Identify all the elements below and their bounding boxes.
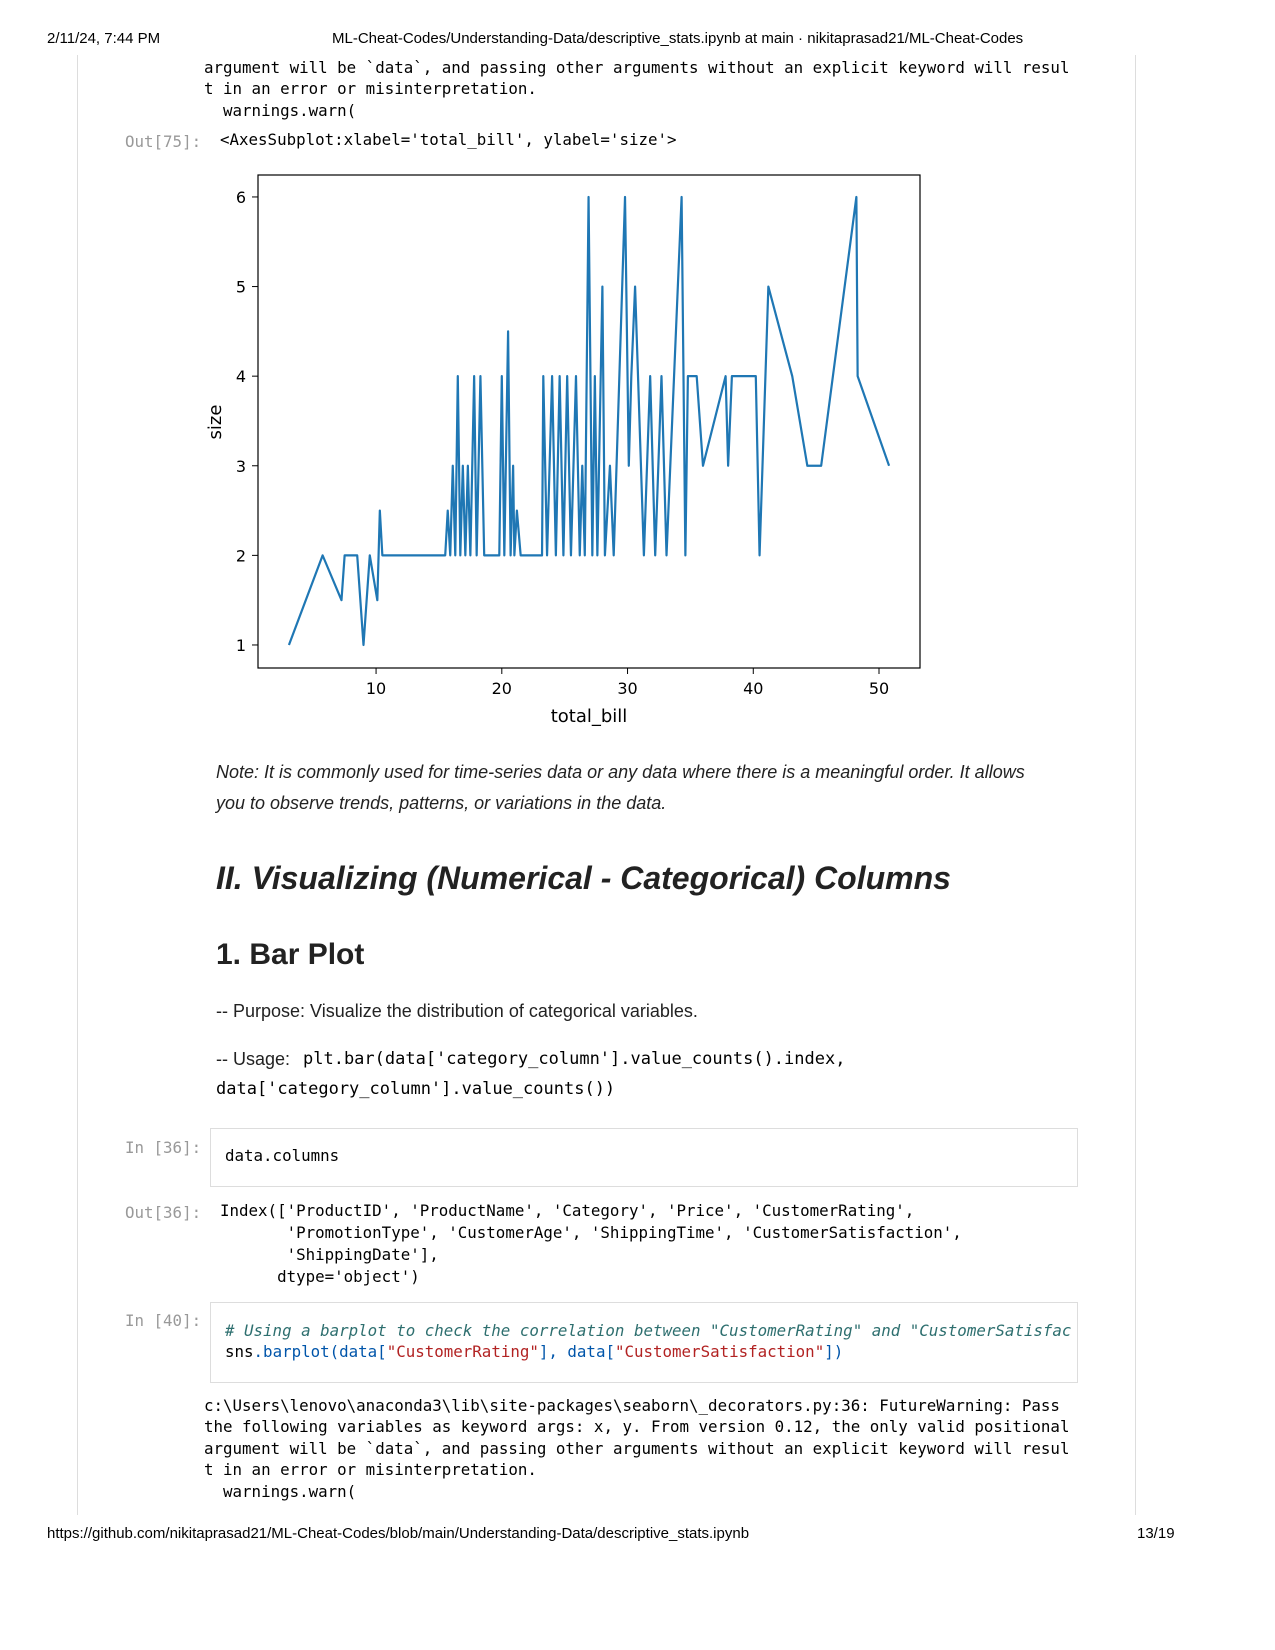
stderr-line: argument will be `data`, and passing oth… xyxy=(204,58,1070,77)
inline-code: data['category_column'].value_counts()) xyxy=(216,1079,616,1099)
border xyxy=(77,55,78,1515)
in-prompt: In [40]: xyxy=(125,1311,202,1330)
stderr-line: t in an error or misinterpretation. xyxy=(204,79,537,98)
heading: 1. Bar Plot xyxy=(216,938,365,971)
y-tick-label: 4 xyxy=(236,367,246,386)
code-cell[interactable]: # Using a barplot to check the correlati… xyxy=(210,1302,1078,1383)
out-prompt: Out[75]: xyxy=(125,132,202,151)
inline-code: plt.bar(data['category_column'].value_co… xyxy=(303,1049,846,1069)
code-token: "CustomerRating" xyxy=(386,1342,539,1361)
stderr-line: warnings.warn( xyxy=(204,101,357,120)
page-number: 13/19 xyxy=(1137,1525,1175,1542)
x-tick-label: 40 xyxy=(743,679,763,698)
x-axis-label: total_bill xyxy=(551,706,628,727)
y-axis-label: size xyxy=(205,405,226,440)
stderr-line: warnings.warn( xyxy=(204,1482,357,1501)
data-line xyxy=(287,195,891,647)
y-tick-label: 5 xyxy=(236,278,246,297)
in-prompt: In [36]: xyxy=(125,1138,202,1157)
code-token: ]) xyxy=(824,1342,844,1361)
output: 'PromotionType', 'CustomerAge', 'Shippin… xyxy=(220,1223,962,1242)
note: Note: It is commonly used for time-serie… xyxy=(216,762,1025,782)
code-token: .barplot(data[ xyxy=(253,1342,387,1361)
code: data.columns xyxy=(225,1146,340,1165)
y-tick-label: 3 xyxy=(236,457,246,476)
output: <AxesSubplot:xlabel='total_bill', ylabel… xyxy=(220,130,677,149)
stderr-line: t in an error or misinterpretation. xyxy=(204,1460,537,1479)
x-tick-label: 50 xyxy=(869,679,889,698)
y-tick-label: 6 xyxy=(236,188,246,207)
x-tick-label: 10 xyxy=(366,679,386,698)
code-token: "CustomerSatisfaction" xyxy=(614,1342,825,1361)
print-url: https://github.com/nikitaprasad21/ML-Che… xyxy=(47,1525,750,1542)
stderr-line: c:\Users\lenovo\anaconda3\lib\site-packa… xyxy=(204,1396,1060,1415)
code-comment: # Using a barplot to check the correlati… xyxy=(225,1321,1072,1340)
stderr-line: the following variables as keyword args:… xyxy=(204,1417,1070,1436)
paragraph: -- Purpose: Visualize the distribution o… xyxy=(216,1001,698,1021)
stderr-line: argument will be `data`, and passing oth… xyxy=(204,1439,1070,1458)
y-tick-label: 2 xyxy=(236,546,246,565)
code-token: ], data[ xyxy=(538,1342,615,1361)
x-tick-label: 30 xyxy=(617,679,637,698)
print-title: ML-Cheat-Codes/Understanding-Data/descri… xyxy=(332,30,1024,47)
heading: II. Visualizing (Numerical - Categorical… xyxy=(216,860,951,896)
code-cell[interactable] xyxy=(210,1128,1078,1187)
border xyxy=(1135,55,1136,1515)
out-prompt: Out[36]: xyxy=(125,1203,202,1222)
output: Index(['ProductID', 'ProductName', 'Cate… xyxy=(220,1201,915,1220)
output: 'ShippingDate'], xyxy=(220,1245,439,1264)
paragraph: -- Usage: xyxy=(216,1049,291,1069)
x-tick-label: 20 xyxy=(492,679,512,698)
output: dtype='object') xyxy=(220,1267,420,1286)
y-tick-label: 1 xyxy=(236,636,246,655)
note: you to observe trends, patterns, or vari… xyxy=(216,793,667,813)
code-token: sns xyxy=(225,1342,254,1361)
print-date: 2/11/24, 7:44 PM xyxy=(47,30,161,47)
plot-area xyxy=(257,174,921,669)
code: sns.barplot(data["CustomerRating"], data… xyxy=(225,1344,843,1360)
